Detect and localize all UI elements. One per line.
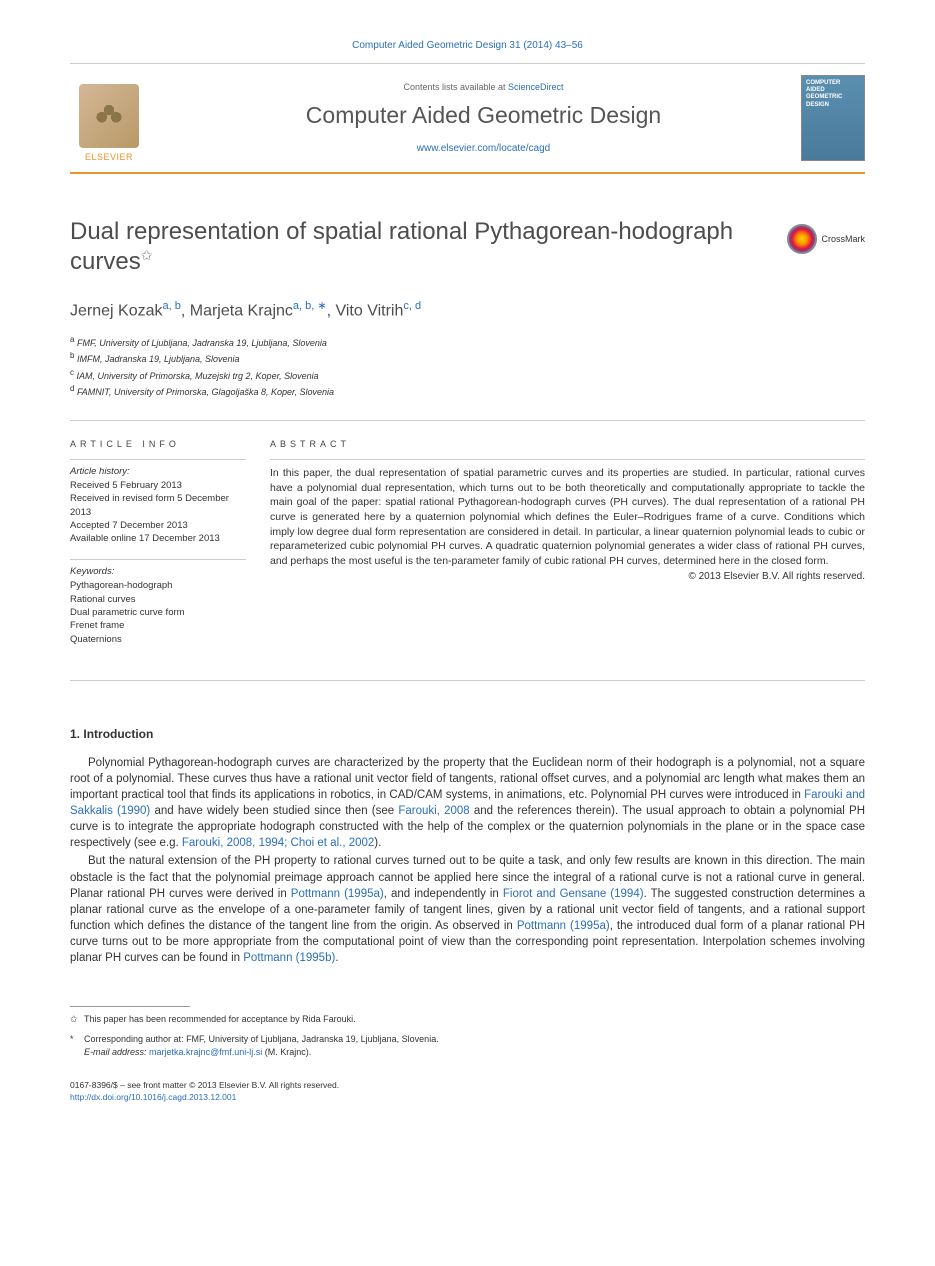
journal-cover-text: COMPUTER AIDED GEOMETRIC DESIGN	[806, 80, 860, 109]
contents-prefix: Contents lists available at	[403, 82, 508, 92]
keyword-3: Dual parametric curve form	[70, 606, 246, 619]
footnote-1-sym: ✩	[70, 1013, 84, 1027]
email-attribution: (M. Krajnc).	[265, 1047, 312, 1057]
para2-text-5: .	[335, 952, 338, 964]
paragraph-1: Polynomial Pythagorean-hodograph curves …	[70, 755, 865, 852]
contents-available-text: Contents lists available at ScienceDirec…	[166, 82, 801, 92]
author-3-aff: c, d	[403, 300, 421, 312]
paragraph-2: But the natural extension of the PH prop…	[70, 853, 865, 966]
journal-cover-thumbnail: COMPUTER AIDED GEOMETRIC DESIGN	[801, 75, 865, 161]
citation-farouki-2008[interactable]: Farouki, 2008	[398, 805, 469, 817]
history-online: Available online 17 December 2013	[70, 532, 246, 545]
history-accepted: Accepted 7 December 2013	[70, 519, 246, 532]
author-1-aff: a, b	[163, 300, 181, 312]
footnote-1-text: This paper has been recommended for acce…	[84, 1014, 356, 1024]
keyword-1: Pythagorean-hodograph	[70, 579, 246, 592]
article-history-label: Article history:	[70, 466, 246, 477]
affiliation-d: FAMNIT, University of Primorska, Glagolj…	[77, 387, 334, 397]
header-citation: Computer Aided Geometric Design 31 (2014…	[70, 40, 865, 51]
article-info-heading: ARTICLE INFO	[70, 439, 246, 449]
citation-pottmann-1995a-1[interactable]: Pottmann (1995a)	[291, 888, 384, 900]
abstract-text: In this paper, the dual representation o…	[270, 459, 865, 569]
citation-fiorot-gensane-1994[interactable]: Fiorot and Gensane (1994)	[503, 888, 644, 900]
citation-pottmann-1995b[interactable]: Pottmann (1995b)	[243, 952, 335, 964]
section-1-heading: 1. Introduction	[70, 727, 865, 741]
keyword-2: Rational curves	[70, 593, 246, 606]
author-2-name: Marjeta Krajnc	[190, 302, 293, 319]
para1-text-4: ).	[374, 837, 381, 849]
para1-text-2: and have widely been studied since then …	[150, 805, 398, 817]
affiliation-b: IMFM, Jadranska 19, Ljubljana, Slovenia	[77, 354, 240, 364]
issn-copyright: 0167-8396/$ – see front matter © 2013 El…	[70, 1080, 865, 1092]
corresponding-email-link[interactable]: marjetka.krajnc@fmf.uni-lj.si	[149, 1047, 262, 1057]
history-revised: Received in revised form 5 December 2013	[70, 492, 246, 519]
section-1-title: Introduction	[83, 727, 153, 741]
keyword-4: Frenet frame	[70, 619, 246, 632]
article-title-text: Dual representation of spatial rational …	[70, 218, 733, 275]
footnote-2-text: Corresponding author at: FMF, University…	[84, 1034, 439, 1044]
journal-name: Computer Aided Geometric Design	[166, 102, 801, 129]
abstract-heading: ABSTRACT	[270, 439, 865, 449]
keyword-5: Quaternions	[70, 633, 246, 646]
bottom-matter: 0167-8396/$ – see front matter © 2013 El…	[70, 1080, 865, 1104]
citation-pottmann-1995a-2[interactable]: Pottmann (1995a)	[517, 920, 610, 932]
footnote-2: *Corresponding author at: FMF, Universit…	[70, 1033, 865, 1060]
crossmark-widget[interactable]: CrossMark	[787, 224, 865, 254]
affiliations-block: a FMF, University of Ljubljana, Jadransk…	[70, 334, 865, 400]
para2-text-2: , and independently in	[384, 888, 503, 900]
para1-text-1: Polynomial Pythagorean-hodograph curves …	[70, 757, 865, 801]
authors-list: Jernej Kozaka, b, Marjeta Krajnca, b, ∗,…	[70, 299, 865, 320]
citation-farouki-choi[interactable]: Farouki, 2008, 1994; Choi et al., 2002	[182, 837, 374, 849]
author-1-name: Jernej Kozak	[70, 302, 163, 319]
sciencedirect-link[interactable]: ScienceDirect	[508, 82, 564, 92]
footnote-1: ✩This paper has been recommended for acc…	[70, 1013, 865, 1027]
journal-banner: ELSEVIER Contents lists available at Sci…	[70, 63, 865, 174]
journal-homepage-link[interactable]: www.elsevier.com/locate/cagd	[166, 143, 801, 154]
author-3-name: Vito Vitrih	[335, 302, 403, 319]
elsevier-label: ELSEVIER	[85, 152, 133, 162]
elsevier-logo: ELSEVIER	[70, 74, 148, 162]
affiliation-a: FMF, University of Ljubljana, Jadranska …	[77, 338, 327, 348]
doi-link[interactable]: http://dx.doi.org/10.1016/j.cagd.2013.12…	[70, 1092, 236, 1102]
keywords-label: Keywords:	[70, 566, 246, 577]
title-footnote-marker: ✩	[141, 247, 153, 263]
affiliation-c: IAM, University of Primorska, Muzejski t…	[77, 371, 319, 381]
article-title: Dual representation of spatial rational …	[70, 218, 771, 277]
author-2-aff: a, b, ∗	[293, 300, 327, 312]
crossmark-icon	[787, 224, 817, 254]
elsevier-tree-icon	[79, 84, 139, 148]
history-received: Received 5 February 2013	[70, 479, 246, 492]
abstract-copyright: © 2013 Elsevier B.V. All rights reserved…	[270, 571, 865, 582]
section-1-num: 1.	[70, 727, 80, 741]
crossmark-label: CrossMark	[821, 234, 865, 244]
footnote-2-sym: *	[70, 1033, 84, 1047]
email-label: E-mail address:	[84, 1047, 147, 1057]
